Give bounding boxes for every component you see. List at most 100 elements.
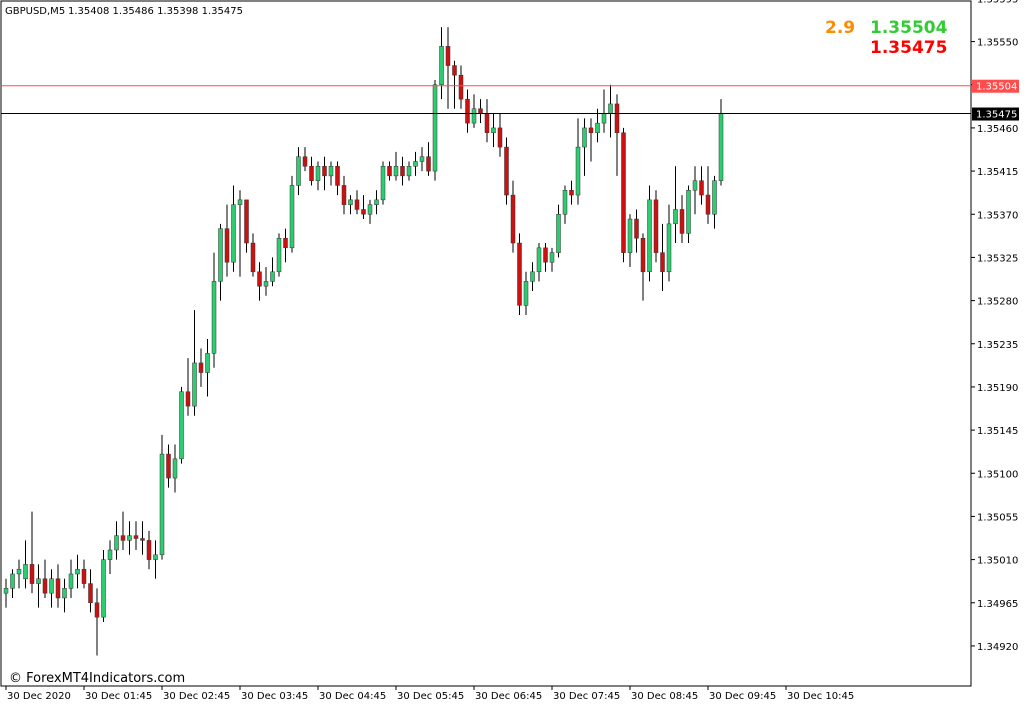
candle-body (36, 578, 41, 584)
candle-body (380, 166, 386, 201)
candle-body (348, 199, 353, 205)
candle-body (627, 218, 633, 253)
candle-body (62, 588, 67, 599)
ask-value: 1.35504 (870, 18, 948, 38)
candle-body (517, 242, 522, 306)
candle-body (413, 161, 418, 167)
candle-body (218, 228, 223, 282)
candle-body (393, 166, 399, 177)
candle-body (660, 252, 665, 273)
chart-ohlc: 1.35408 1.35486 1.35398 1.35475 (68, 6, 243, 17)
candle-body (159, 453, 165, 556)
candle-body (497, 127, 503, 148)
candle-body (276, 237, 282, 273)
candle-body (614, 103, 620, 133)
candle-body (16, 568, 22, 575)
candle-body (439, 46, 444, 85)
candle-body (107, 549, 113, 560)
price-tick-label: 1.35280 (977, 297, 1018, 308)
candle-body (3, 588, 9, 594)
candle-body (257, 271, 262, 287)
time-tick-label: 30 Dec 2020 (7, 691, 71, 702)
candle-body (647, 199, 652, 273)
candle-body (471, 108, 477, 124)
candle-body (296, 156, 301, 186)
time-tick-label: 30 Dec 02:45 (163, 691, 230, 702)
price-tick-label: 1.35235 (977, 340, 1018, 351)
candle-body (543, 247, 548, 263)
candle-body (322, 166, 327, 177)
candle-body (309, 166, 314, 181)
candle-body (133, 535, 139, 539)
candle-body (270, 271, 275, 282)
candle-body (569, 190, 574, 196)
candle-body (101, 559, 106, 618)
candle-body (75, 568, 80, 575)
candle-body (192, 362, 197, 407)
candle-body (504, 146, 509, 196)
candle-body (146, 540, 152, 560)
candle-body (42, 578, 48, 594)
candle-body (153, 554, 158, 560)
candle-body (549, 252, 555, 263)
candle-body (263, 281, 269, 287)
candle-body (55, 578, 61, 599)
candle-body (205, 353, 210, 373)
candle-body (335, 166, 340, 186)
candle-body (81, 568, 87, 584)
candle-body (374, 199, 379, 205)
candle-body (491, 127, 496, 133)
price-tick-label: 1.35460 (977, 124, 1018, 135)
price-tick-label: 1.34920 (977, 642, 1018, 653)
candle-body (224, 228, 230, 263)
time-tick-label: 30 Dec 03:45 (241, 691, 308, 702)
candle-body (699, 180, 704, 196)
bid-price-label-box (972, 107, 1019, 121)
candle-body (510, 194, 516, 244)
candle-body (114, 535, 119, 551)
candle-body (94, 602, 100, 618)
chart-symbol: GBPUSD,M5 (5, 6, 65, 17)
price-tick-label: 1.35325 (977, 253, 1018, 264)
candle-body (452, 65, 457, 76)
candle-body (166, 453, 171, 479)
candle-body (387, 166, 392, 177)
price-tick-label: 1.35100 (977, 469, 1018, 480)
candle-body (458, 74, 464, 100)
candle-body (88, 583, 93, 604)
time-tick-label: 30 Dec 07:45 (553, 691, 620, 702)
price-tick-label: 1.35595 (977, 0, 1018, 5)
candle-body (127, 535, 132, 541)
candle-body (634, 218, 639, 239)
candle-body (302, 156, 308, 167)
candle-body (179, 391, 184, 460)
candle-body (686, 190, 691, 234)
candle-body (679, 209, 685, 234)
candle-body (361, 209, 366, 215)
candle-body (465, 98, 470, 124)
price-tick-label: 1.35145 (977, 426, 1018, 437)
candle-body (432, 84, 438, 172)
price-tick-label: 1.35415 (977, 167, 1018, 178)
candle-body (231, 204, 236, 263)
price-tick-label: 1.35550 (977, 38, 1018, 49)
price-axis[interactable]: 1.355951.355501.355051.354601.354151.353… (971, 0, 1018, 653)
candle-body (588, 127, 594, 133)
candle-body (354, 199, 360, 210)
time-tick-label: 30 Dec 06:45 (475, 691, 542, 702)
time-tick-label: 30 Dec 04:45 (319, 691, 386, 702)
candle-body (289, 185, 295, 249)
candle-body (211, 281, 217, 354)
candle-body (523, 281, 529, 306)
time-tick-label: 30 Dec 05:45 (397, 691, 464, 702)
time-tick-label: 30 Dec 10:45 (787, 691, 854, 702)
candle-body (556, 214, 561, 253)
candle-body (23, 564, 28, 580)
time-tick-label: 30 Dec 09:45 (709, 691, 776, 702)
price-tick-label: 1.34965 (977, 599, 1018, 610)
candle-body (68, 573, 74, 589)
time-axis[interactable]: 30 Dec 2020 30 Dec 01:45 30 Dec 02:45 30 De… (5, 686, 854, 702)
candle-body (536, 247, 542, 273)
candle-body (426, 156, 431, 172)
